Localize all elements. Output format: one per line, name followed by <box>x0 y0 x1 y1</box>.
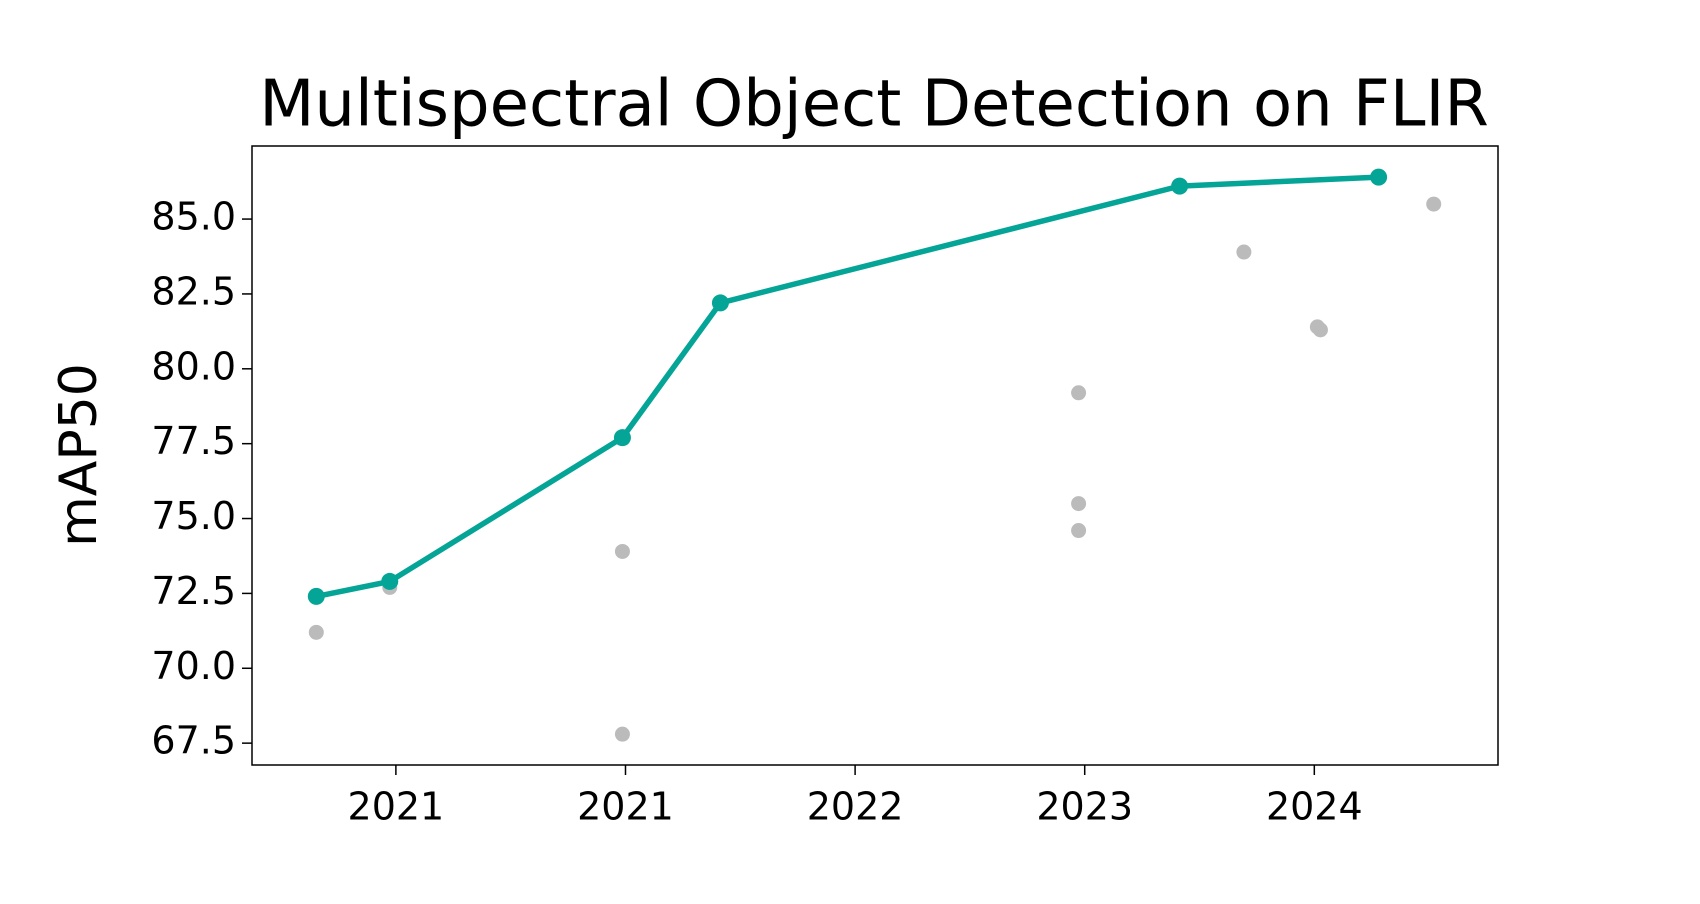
x-tick-label: 2022 <box>807 785 904 829</box>
data-point <box>307 587 325 605</box>
y-tick-label: 85.0 <box>151 195 236 239</box>
x-tick-label: 2021 <box>348 785 445 829</box>
data-point <box>614 543 630 559</box>
y-axis-label: mAP50 <box>49 363 109 547</box>
data-point <box>381 572 399 590</box>
plot-frame <box>251 145 1499 766</box>
y-tick-label: 70.0 <box>151 644 236 688</box>
data-point <box>711 294 729 312</box>
y-tick-label: 75.0 <box>151 494 236 538</box>
y-tick-label: 80.0 <box>151 344 236 388</box>
data-point <box>614 726 630 742</box>
data-point <box>613 429 631 447</box>
data-point <box>1426 196 1442 212</box>
chart-title: Multispectral Object Detection on FLIR <box>259 68 1489 142</box>
y-tick-label: 82.5 <box>151 269 236 313</box>
data-point <box>308 624 324 640</box>
data-point <box>1236 244 1252 260</box>
data-point <box>1312 322 1328 338</box>
data-point <box>1071 523 1087 539</box>
x-tick-label: 2021 <box>577 785 674 829</box>
data-point <box>1370 168 1388 186</box>
data-point <box>1071 496 1087 512</box>
data-point <box>1071 385 1087 401</box>
x-tick-label: 2024 <box>1266 785 1363 829</box>
y-tick-label: 67.5 <box>151 719 236 763</box>
y-tick-label: 77.5 <box>151 419 236 463</box>
y-tick-label: 72.5 <box>151 569 236 613</box>
series-line <box>315 174 1379 600</box>
x-tick-label: 2023 <box>1036 785 1133 829</box>
data-point <box>1171 177 1189 195</box>
